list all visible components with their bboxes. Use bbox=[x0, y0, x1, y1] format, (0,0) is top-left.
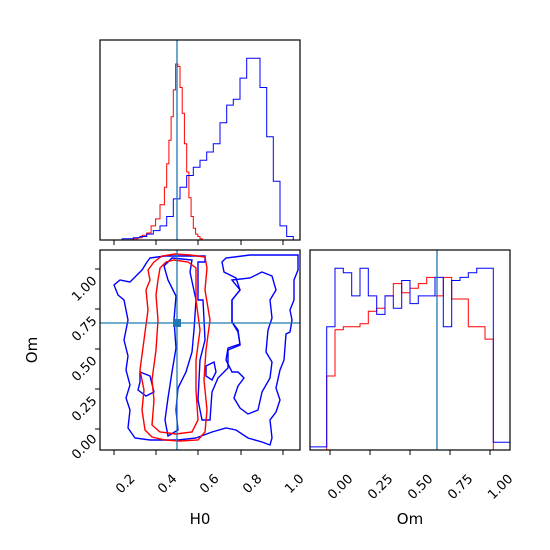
contour-frame bbox=[99, 249, 301, 451]
hist-Om-series-group bbox=[309, 267, 511, 450]
blue-contour-outer bbox=[113, 254, 299, 446]
blue-contour-inner-mid bbox=[205, 360, 217, 382]
hist-Om-series-1 bbox=[309, 267, 511, 450]
blue-contour-inner-left bbox=[137, 370, 155, 397]
hist-H0-series-1 bbox=[100, 57, 294, 241]
red-contour-inner bbox=[151, 259, 201, 435]
hist-Om-xlabel: Om bbox=[397, 510, 423, 528]
truth-marker bbox=[173, 319, 181, 327]
contour-ylabel: Om bbox=[23, 337, 41, 363]
red-contour-outer bbox=[139, 253, 211, 442]
hist-H0-ticks bbox=[113, 240, 284, 245]
blue-contour-inner-right bbox=[225, 271, 277, 415]
hist-H0-series-group bbox=[100, 57, 294, 241]
hist-H0-series-0 bbox=[132, 63, 205, 241]
hist-H0-frame bbox=[99, 39, 301, 241]
contour-xlabel: H0 bbox=[190, 510, 211, 528]
